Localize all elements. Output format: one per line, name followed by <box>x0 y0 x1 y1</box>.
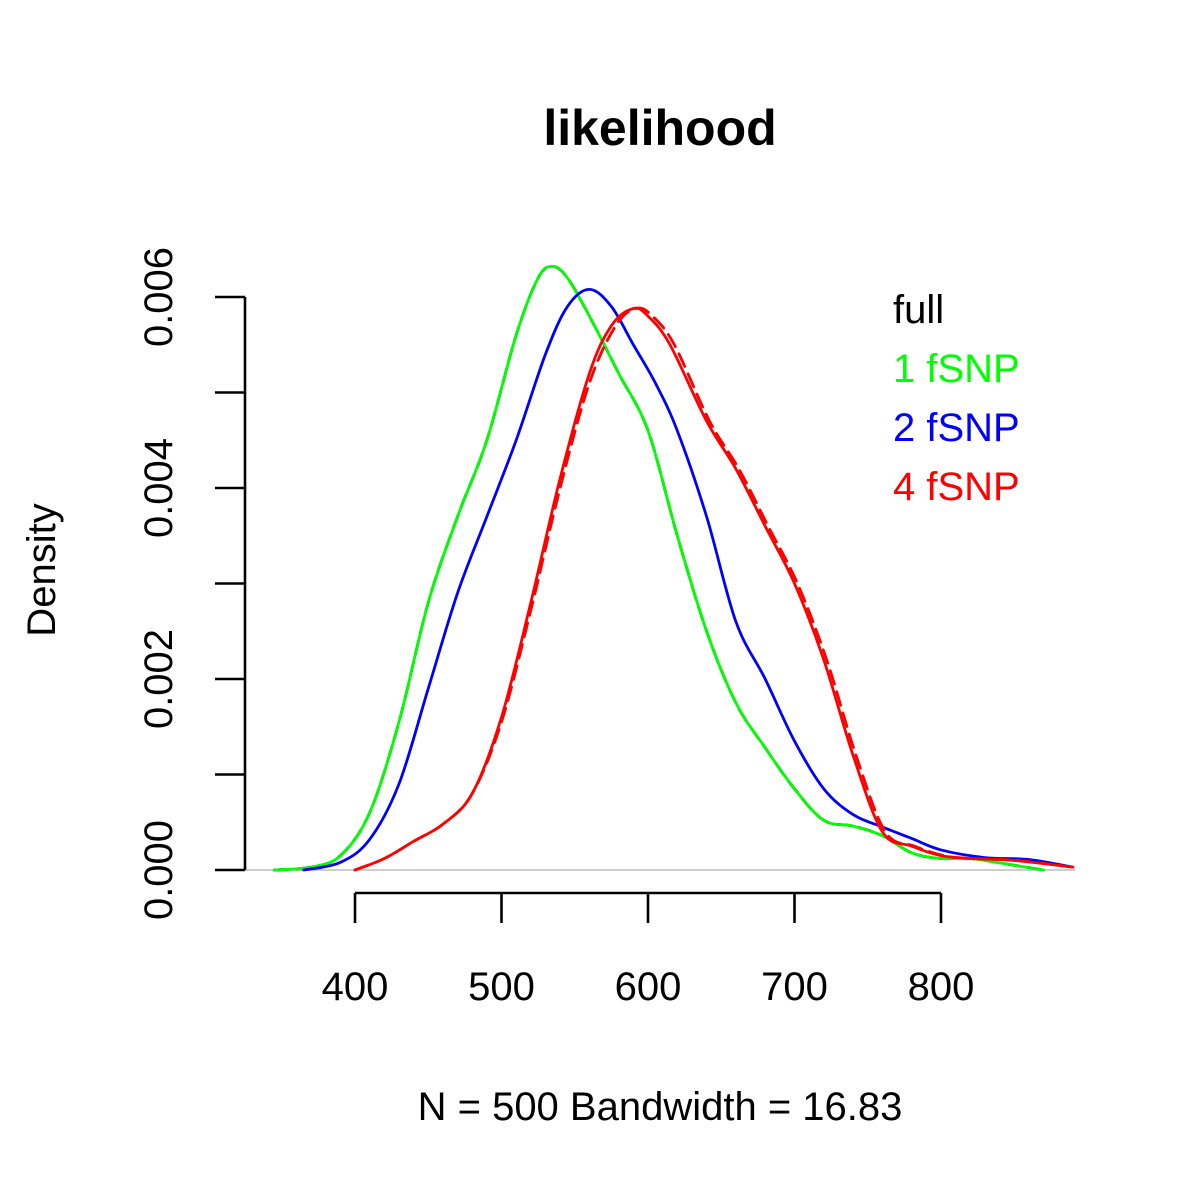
legend-entry: 1 fSNP <box>893 347 1020 391</box>
x-tick-label: 400 <box>322 965 389 1009</box>
legend-entry: full <box>893 288 944 332</box>
y-tick-label: 0.000 <box>137 820 181 920</box>
x-tick-label: 600 <box>615 965 682 1009</box>
legend-entry: 2 fSNP <box>893 406 1020 450</box>
y-tick-label: 0.002 <box>137 629 181 729</box>
x-tick-label: 700 <box>761 965 828 1009</box>
legend: full 1 fSNP 2 fSNP 4 fSNP <box>893 288 1020 509</box>
y-axis: 0.000 0.002 0.004 0.006 <box>137 247 247 920</box>
x-axis: 400 500 600 700 800 <box>322 891 975 1009</box>
legend-entry: 4 fSNP <box>893 465 1020 509</box>
x-tick-label: 800 <box>908 965 975 1009</box>
series-layer <box>273 265 1075 872</box>
series-line-4-fsnp-dashed <box>353 306 1075 872</box>
x-axis-label: N = 500 Bandwidth = 16.83 <box>418 1085 903 1129</box>
y-axis-label: Density <box>20 503 64 636</box>
series-line-2-fsnp <box>302 287 1075 872</box>
chart-title: likelihood <box>543 100 776 156</box>
x-tick-label: 500 <box>468 965 535 1009</box>
y-tick-label: 0.004 <box>137 438 181 538</box>
y-tick-label: 0.006 <box>137 247 181 347</box>
